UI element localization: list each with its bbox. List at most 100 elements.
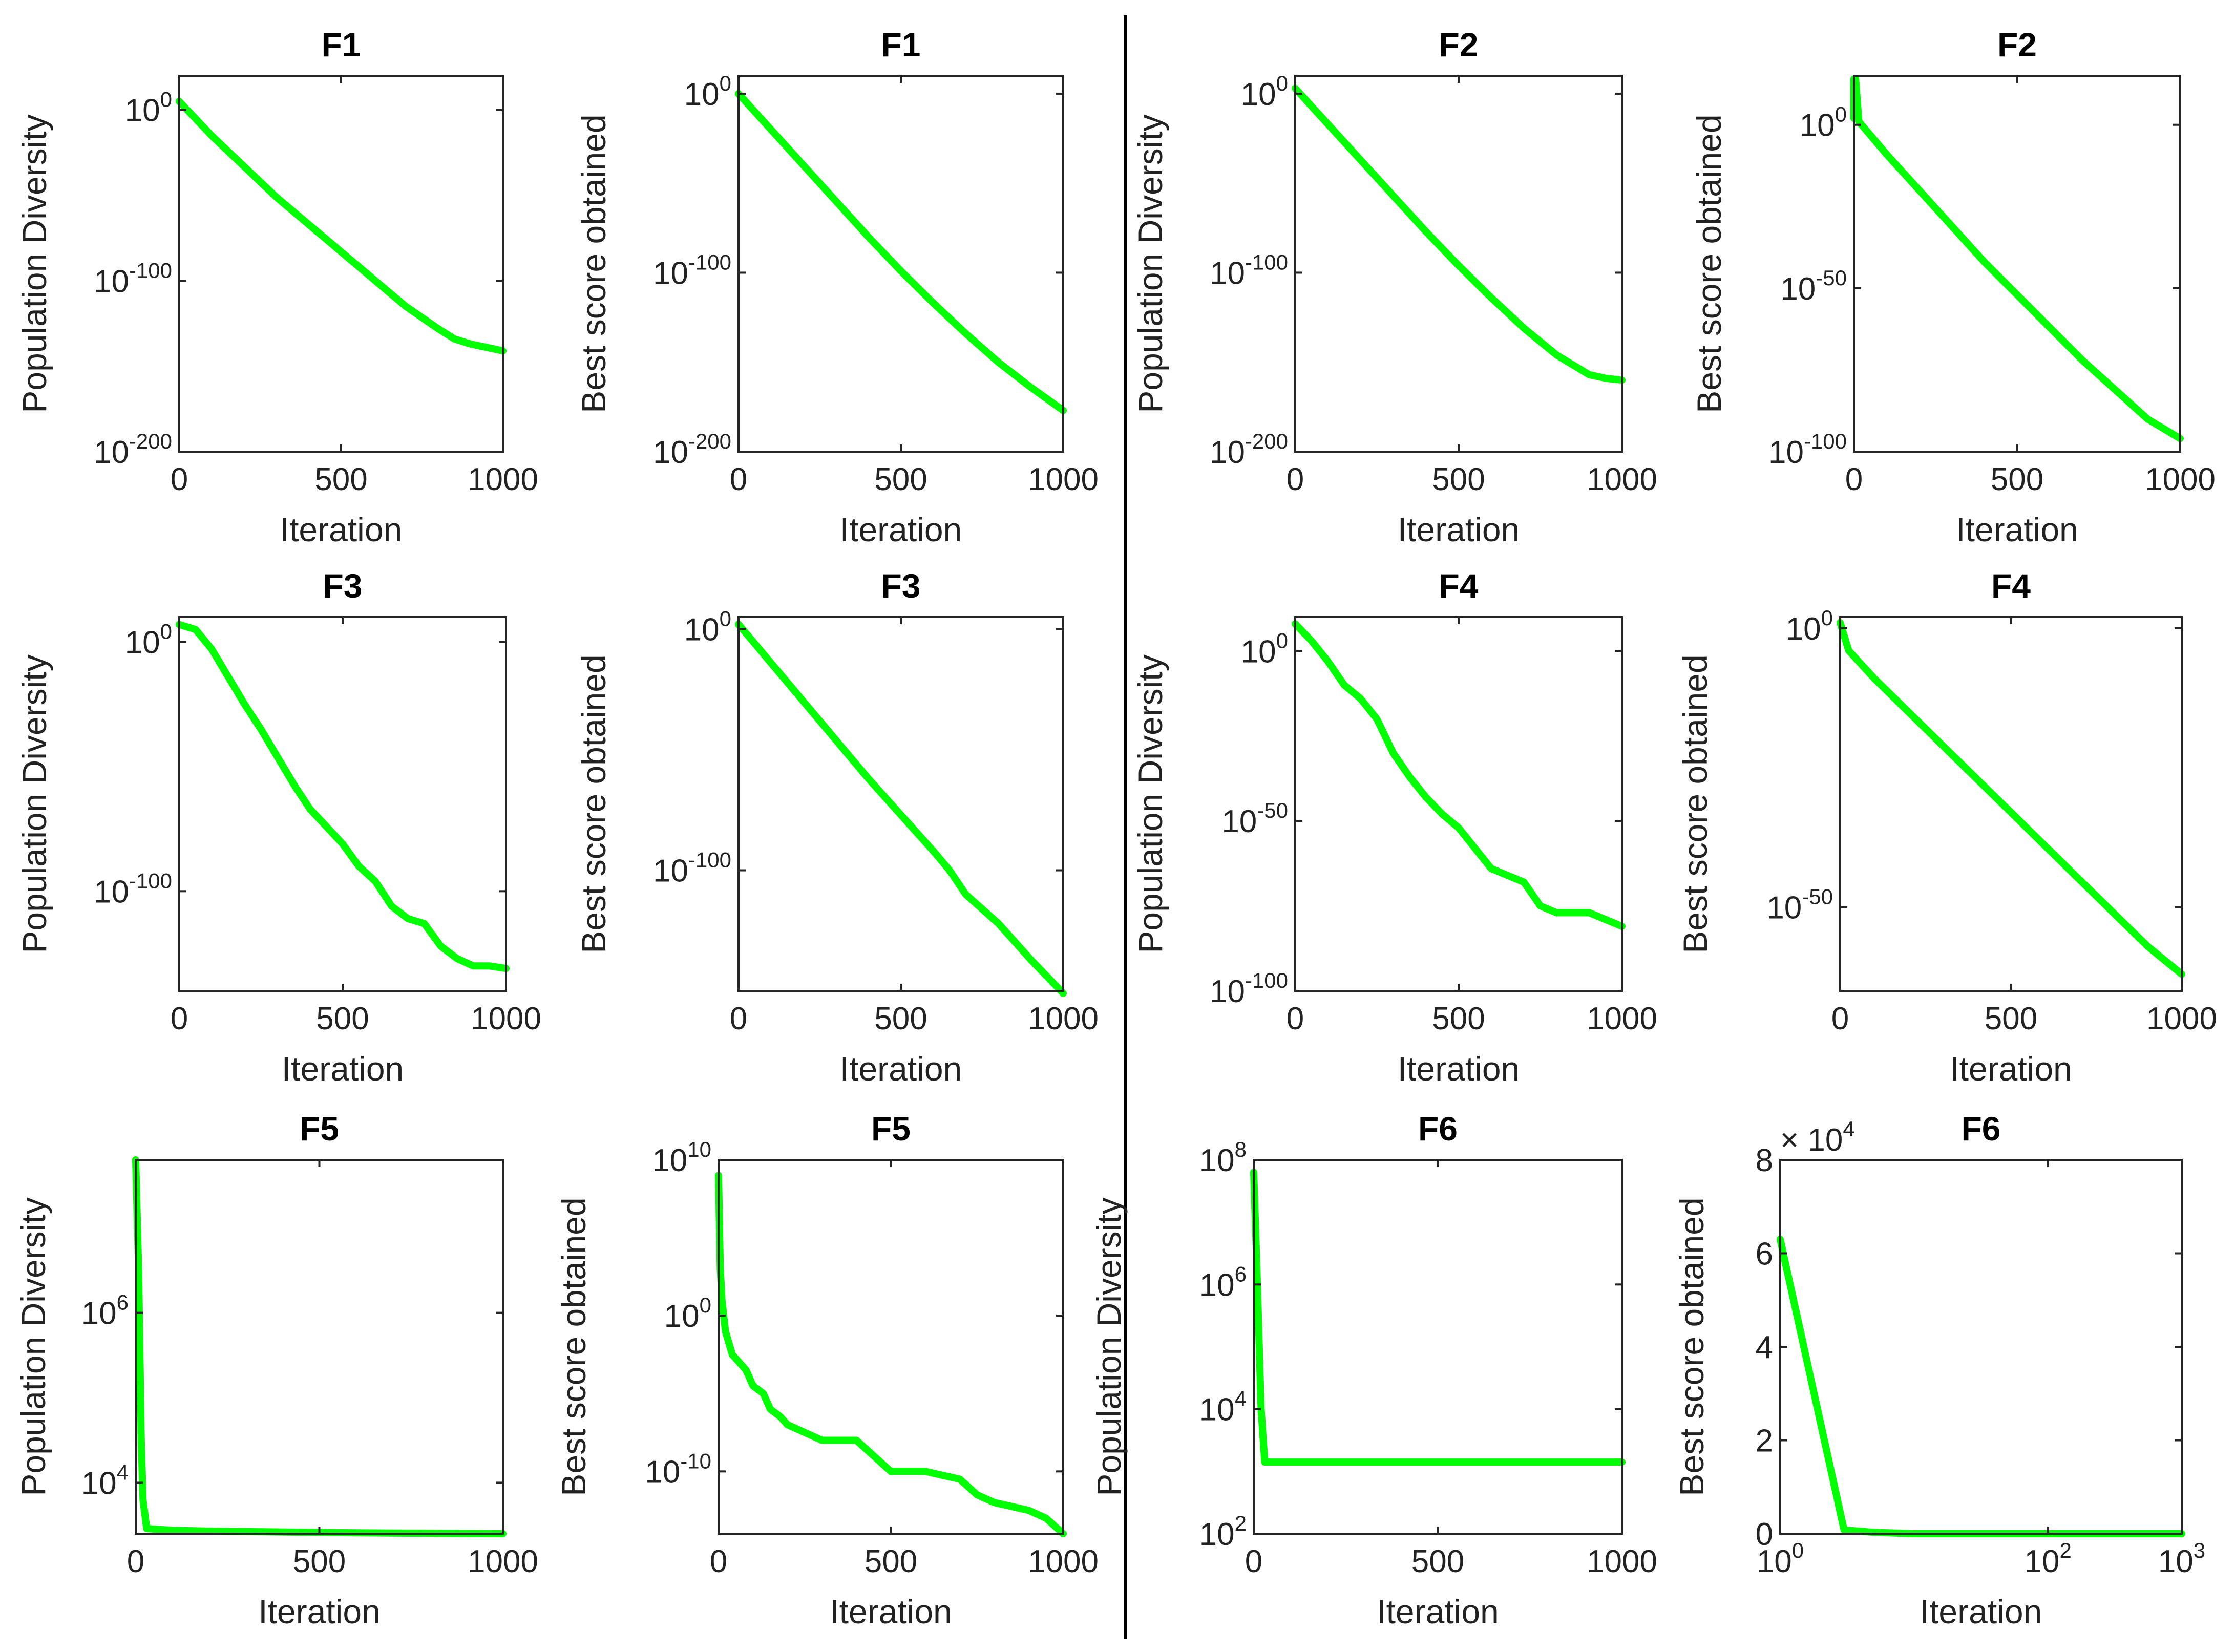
y-tick-label: 100: [1800, 102, 1847, 143]
y-tick-label: 10-50: [1766, 885, 1833, 926]
x-tick-label: 1000: [2146, 1001, 2217, 1036]
x-axis-label: Iteration: [280, 511, 402, 548]
x-tick-label: 0: [730, 1001, 747, 1036]
y-tick-label: 2: [1756, 1424, 1773, 1459]
plot-frame: [1779, 1159, 2183, 1535]
plot-frame: [178, 75, 504, 453]
plot-frame: [1294, 616, 1623, 992]
chart-p4: 0 500 1000 10-100 10-50 100 F2 Iteration Best sc…: [1690, 26, 2216, 548]
x-tick-label: 0: [1831, 1001, 1849, 1036]
y-axis-label: Population Diversity: [1131, 114, 1169, 413]
x-tick-label: 0: [1287, 462, 1304, 497]
x-axis-label: Iteration: [1398, 1050, 1520, 1088]
x-tick-label: 500: [874, 462, 927, 497]
chart-title: F6: [1961, 1110, 2000, 1148]
chart-p10: 0 500 1000 10-10 100 1010 F5 Iteration Best scor…: [555, 1110, 1099, 1630]
y-tick-label: 106: [1199, 1262, 1247, 1303]
x-axis-label: Iteration: [840, 1050, 962, 1088]
y-tick-label: 10-10: [645, 1449, 711, 1490]
y-axis-label: Best score obtained: [575, 654, 613, 953]
y-exponent-label: × 104: [1780, 1117, 1855, 1158]
series-line-p7: [1292, 620, 1626, 930]
chart-title: F5: [300, 1110, 339, 1148]
y-tick-label: 10-100: [653, 848, 731, 889]
x-axis-label: Iteration: [282, 1050, 404, 1088]
series-line-p3: [1292, 84, 1626, 384]
series-line-p1: [176, 98, 507, 355]
x-tick-label: 500: [1985, 1001, 2037, 1036]
x-tick-label: 0: [710, 1544, 727, 1579]
y-axis-label: Best score obtained: [1673, 1197, 1711, 1496]
chart-p2: 0 500 1000 10-200 10-100 100 F1 Iteration Best s…: [575, 26, 1099, 548]
series-line-p12: [1777, 1236, 2185, 1537]
x-tick-label: 0: [171, 462, 188, 497]
chart-p6: 0 500 1000 10-100 100 F3 Iteration Best score o…: [575, 567, 1099, 1088]
x-tick-label: 102: [2025, 1538, 2072, 1579]
plot-frame: [737, 75, 1064, 453]
chart-title: F5: [871, 1110, 911, 1148]
x-tick-label: 0: [730, 462, 747, 497]
chart-title: F3: [323, 567, 362, 605]
y-tick-label: 8: [1756, 1143, 1773, 1178]
x-tick-label: 500: [1432, 1001, 1485, 1036]
x-tick-label: 1000: [1028, 1544, 1099, 1579]
y-tick-label: 0: [1756, 1517, 1773, 1552]
y-tick-label: 10-100: [653, 250, 731, 291]
y-axis-label: Best score obtained: [1690, 114, 1728, 413]
chart-title: F1: [321, 26, 361, 63]
x-tick-label: 0: [1845, 462, 1863, 497]
y-tick-label: 10-50: [1780, 266, 1847, 307]
series-line-p11: [1250, 1169, 1626, 1466]
x-tick-label: 0: [171, 1001, 188, 1036]
series-line-p6: [735, 621, 1067, 997]
plot-frame: [737, 616, 1064, 992]
series-line-p9: [132, 1156, 507, 1537]
x-axis-label: Iteration: [258, 1593, 380, 1630]
y-tick-label: 108: [1199, 1137, 1247, 1178]
x-tick-label: 0: [127, 1544, 144, 1579]
y-tick-label: 100: [125, 88, 172, 129]
x-tick-label: 1000: [2145, 462, 2216, 497]
y-tick-label: 10-100: [1210, 250, 1288, 291]
chart-title: F2: [1997, 26, 2037, 63]
y-axis-label: Population Diversity: [14, 1197, 52, 1496]
chart-title: F2: [1439, 26, 1478, 63]
chart-p7: 0 500 1000 10-100 10-50 100 F4 Iteration Populat…: [1131, 567, 1657, 1088]
x-tick-label: 500: [293, 1544, 346, 1579]
x-tick-label: 1000: [1587, 1544, 1657, 1579]
chart-title: F4: [1991, 567, 2031, 605]
y-tick-label: 100: [125, 620, 172, 661]
y-axis-label: Population Diversity: [1131, 654, 1169, 953]
y-tick-label: 10-100: [1210, 968, 1288, 1009]
x-tick-label: 103: [2158, 1538, 2205, 1579]
y-tick-label: 104: [81, 1460, 129, 1501]
x-axis-label: Iteration: [1398, 511, 1520, 548]
x-axis-label: Iteration: [1377, 1593, 1499, 1630]
y-tick-label: 10-200: [94, 429, 172, 470]
y-tick-label: 10-200: [1210, 429, 1288, 470]
x-tick-label: 500: [874, 1001, 927, 1036]
chart-p11: 0 500 1000 102 104 106 108 F6 Iteration Populatio…: [1090, 1110, 1657, 1630]
x-tick-label: 1000: [1587, 1001, 1657, 1036]
chart-p9: 0 500 1000 104 106 F5 Iteration Population Dive…: [14, 1110, 538, 1630]
x-tick-label: 500: [1432, 462, 1485, 497]
chart-p1: 0 500 1000 10-200 10-100 100 F1 Iteration Popula…: [15, 26, 538, 548]
y-tick-label: 100: [684, 71, 731, 112]
x-tick-label: 1000: [1028, 462, 1099, 497]
x-tick-label: 1000: [1028, 1001, 1099, 1036]
x-tick-label: 0: [1245, 1544, 1262, 1579]
chart-title: F6: [1418, 1110, 1458, 1148]
series-line-p2: [735, 90, 1067, 414]
y-tick-label: 4: [1756, 1330, 1773, 1365]
x-axis-label: Iteration: [840, 511, 962, 548]
y-tick-label: 6: [1756, 1237, 1773, 1272]
x-axis-label: Iteration: [1956, 511, 2078, 548]
x-tick-label: 1000: [471, 1001, 541, 1036]
series-line-p4: [1850, 75, 2184, 442]
y-tick-label: 10-100: [1768, 429, 1847, 470]
series-line-p8: [1837, 619, 2185, 978]
chart-p3: 0 500 1000 10-200 10-100 100 F2 Iteration Popula…: [1131, 26, 1657, 548]
y-tick-label: 10-100: [94, 258, 172, 299]
x-tick-label: 100: [1757, 1538, 1804, 1579]
